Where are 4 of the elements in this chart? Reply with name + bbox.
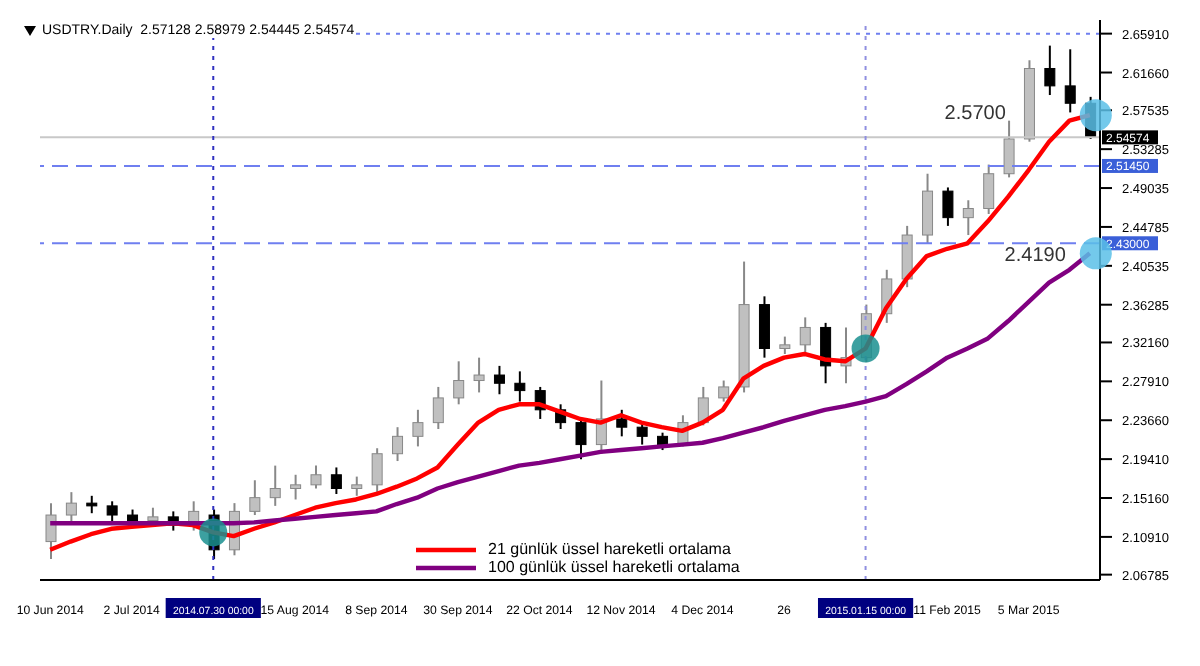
legend-label: 21 günlük üssel hareketli ortalama — [488, 540, 731, 558]
annotation: 2.4190 — [1004, 245, 1067, 268]
legend-label: 100 günlük üssel hareketli ortalama — [488, 558, 740, 576]
annotation: 2.5700 — [944, 103, 1007, 126]
